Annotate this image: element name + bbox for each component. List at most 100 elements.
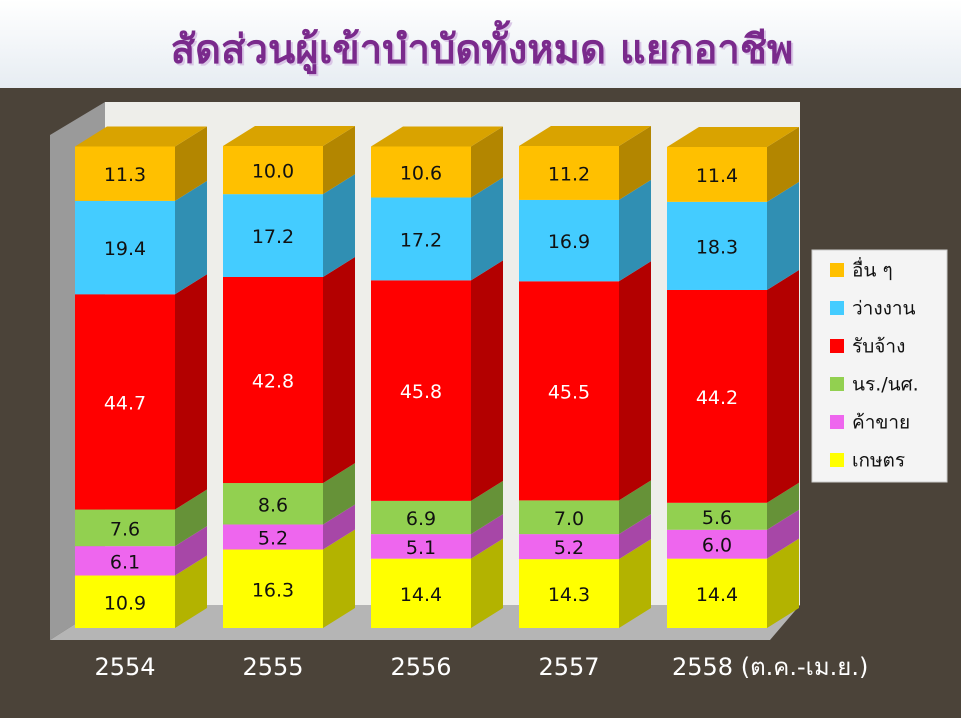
bar-top xyxy=(75,126,207,147)
bar-side xyxy=(471,260,503,501)
value-label: 10.9 xyxy=(104,592,146,614)
bar-segment xyxy=(371,500,471,535)
bar-segment xyxy=(223,194,323,277)
value-label: 45.8 xyxy=(400,381,442,403)
x-tick-label: 2556 xyxy=(390,653,451,681)
value-label: 6.9 xyxy=(406,508,436,530)
bar-segment xyxy=(519,199,619,282)
bar-side xyxy=(767,126,799,202)
chart-title: สัดส่วนผู้เข้าบำบัดทั้งหมด แยกอาชีพ xyxy=(171,20,794,74)
value-label: 14.4 xyxy=(400,584,442,606)
bar-side xyxy=(323,504,355,550)
x-tick-label: 2554 xyxy=(94,653,155,681)
value-label: 17.2 xyxy=(252,226,294,248)
bar-segment xyxy=(667,146,767,202)
bar-side xyxy=(619,539,651,628)
value-label: 16.9 xyxy=(548,231,590,253)
bar-segment xyxy=(223,549,323,628)
bar-segment xyxy=(519,534,619,560)
x-tick-label: 2557 xyxy=(538,653,599,681)
bar-segment xyxy=(667,502,767,530)
legend-swatch xyxy=(830,453,844,467)
bar-side xyxy=(767,181,799,290)
bar-segment xyxy=(223,276,323,484)
bar-segment xyxy=(371,558,471,628)
legend-box xyxy=(811,249,948,483)
bar-side xyxy=(175,126,207,201)
legend-swatch xyxy=(830,263,844,277)
bar-side xyxy=(619,514,651,560)
bar-segment xyxy=(667,529,767,559)
value-label: 18.3 xyxy=(696,236,738,258)
bar-side xyxy=(323,463,355,525)
legend-label: นร./นศ. xyxy=(852,374,919,396)
value-label: 7.0 xyxy=(554,508,584,530)
bar-side xyxy=(323,529,355,628)
value-label: 5.2 xyxy=(258,527,288,549)
bar-side xyxy=(323,126,355,195)
bar-segment xyxy=(667,201,767,290)
bar-side xyxy=(619,480,651,535)
bar-side xyxy=(767,509,799,559)
value-label: 10.0 xyxy=(252,161,294,183)
bar-side xyxy=(175,526,207,576)
value-label: 6.0 xyxy=(702,535,732,557)
value-label: 42.8 xyxy=(252,371,294,393)
bar-segment xyxy=(75,200,175,295)
bar-side xyxy=(471,514,503,559)
bar-side xyxy=(619,261,651,501)
bar-segment xyxy=(519,281,619,501)
legend-label: ว่างงาน xyxy=(852,298,916,320)
title-shadow: สัดส่วนผู้เข้าบำบัดทั้งหมด แยกอาชีพ xyxy=(173,22,796,76)
bar-side xyxy=(323,256,355,484)
legend-swatch xyxy=(830,415,844,429)
bar-segment xyxy=(223,146,323,195)
value-label: 14.3 xyxy=(548,584,590,606)
value-label: 5.1 xyxy=(406,537,436,559)
value-label: 45.5 xyxy=(548,381,590,403)
legend-label: เกษตร xyxy=(852,450,905,472)
value-label: 19.4 xyxy=(104,238,146,260)
bar-top xyxy=(371,126,503,147)
value-label: 10.6 xyxy=(400,163,442,185)
bar-side xyxy=(471,538,503,628)
x-tick-label: 2558 (ต.ค.-เม.ย.) xyxy=(672,653,868,681)
bar-segment xyxy=(519,559,619,628)
bar-segment xyxy=(75,575,175,628)
value-label: 11.3 xyxy=(104,164,146,186)
bar-segment xyxy=(75,294,175,510)
bar-side xyxy=(767,538,799,628)
bar-segment xyxy=(667,558,767,628)
value-label: 8.6 xyxy=(258,494,288,516)
bar-segment xyxy=(519,500,619,535)
bar-segment xyxy=(667,289,767,503)
bar-side xyxy=(323,174,355,277)
bar-side xyxy=(175,489,207,547)
value-label: 6.1 xyxy=(110,551,140,573)
legend-swatch xyxy=(830,301,844,315)
bar-side xyxy=(619,126,651,200)
value-label: 5.6 xyxy=(702,507,732,529)
value-label: 17.2 xyxy=(400,229,442,251)
bar-segment xyxy=(371,146,471,198)
bar-segment xyxy=(75,509,175,547)
value-label: 5.2 xyxy=(554,537,584,559)
legend-swatch xyxy=(830,339,844,353)
legend-label: อื่น ๆ xyxy=(852,257,893,282)
bar-side xyxy=(175,180,207,295)
value-label: 44.2 xyxy=(696,387,738,409)
bar-side xyxy=(471,126,503,198)
legend-label: รับจ้าง xyxy=(852,336,905,358)
bar-segment xyxy=(371,280,471,501)
value-label: 44.7 xyxy=(104,392,146,414)
bar-segment xyxy=(371,534,471,559)
bar-segment xyxy=(75,146,175,201)
bar-side xyxy=(767,269,799,503)
value-label: 14.4 xyxy=(696,584,738,606)
bar-side xyxy=(175,274,207,510)
value-label: 11.4 xyxy=(696,165,738,187)
bar-top xyxy=(223,126,355,146)
header-bg xyxy=(0,0,961,90)
value-label: 7.6 xyxy=(110,518,140,540)
